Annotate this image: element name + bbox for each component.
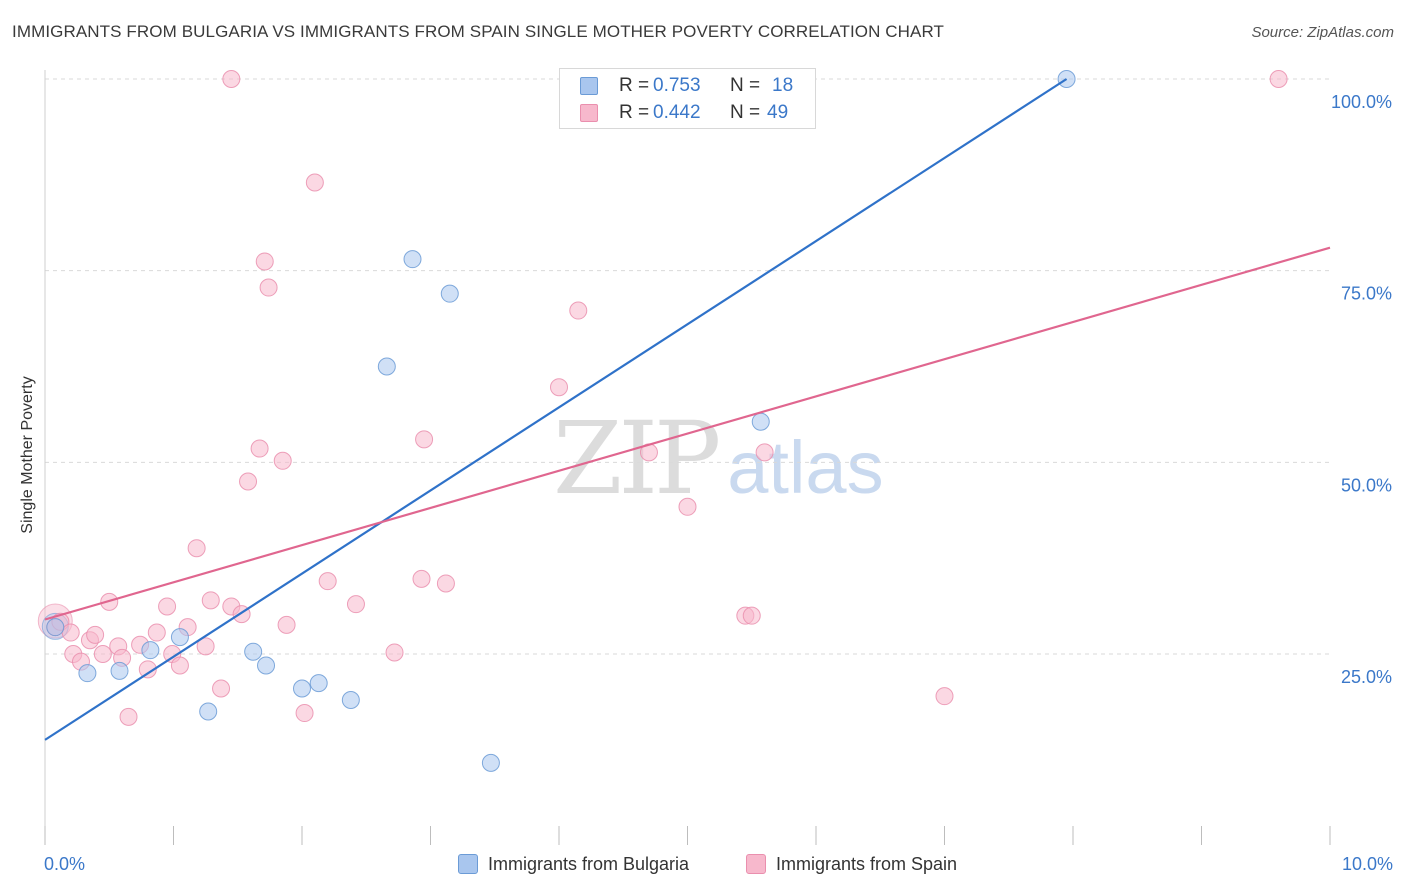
trend-layer (44, 78, 1331, 741)
legend-n-label: N = (730, 75, 761, 96)
spain-point-36 (412, 569, 431, 588)
spain-point-15 (158, 597, 177, 616)
grid-layer (45, 78, 1330, 655)
y-tick-label-100: 100.0% (1331, 92, 1392, 112)
watermark-zip: ZIP (553, 400, 721, 517)
legend-r-value-spain: 0.442 (653, 102, 701, 123)
spain-point-11 (119, 707, 138, 726)
x-tick-label-10: 10.0% (1342, 854, 1393, 874)
points-layer (37, 70, 1288, 772)
bulgaria-point-15 (751, 412, 770, 431)
spain-point-20 (196, 637, 215, 656)
bulgaria-point-1 (78, 664, 97, 683)
spain-point-26 (250, 439, 269, 458)
spain-point-25 (239, 472, 258, 491)
bulgaria-point-4 (170, 628, 189, 647)
bulgaria-point-14 (481, 753, 500, 772)
y-tick-label-50: 50.0% (1341, 475, 1392, 495)
legend-swatch-spain (580, 104, 598, 122)
source-credit: Source: ZipAtlas.com (1251, 24, 1394, 41)
series-legend-spain: Immigrants from Spain (746, 852, 957, 876)
spain-point-32 (305, 173, 324, 192)
spain-point-40 (569, 301, 588, 320)
bulgaria-point-13 (440, 284, 459, 303)
legend-swatch-bulgaria (580, 77, 598, 95)
spain-point-38 (436, 574, 455, 593)
series-swatch-bulgaria (458, 854, 478, 874)
bulgaria-point-6 (244, 642, 263, 661)
spain-point-33 (318, 572, 337, 591)
trendline-bulgaria (44, 78, 1068, 741)
bulgaria-point-10 (341, 691, 360, 709)
bulgaria-point-9 (309, 674, 328, 693)
tick-label-layer: 25.0% 50.0% 75.0% 100.0% 0.0% 10.0% (44, 92, 1393, 874)
bulgaria-point-7 (257, 656, 276, 675)
spain-point-13 (138, 660, 157, 679)
spain-point-35 (385, 643, 404, 662)
spain-point-19 (187, 539, 206, 558)
spain-point-34 (346, 595, 365, 614)
spain-point-44 (742, 606, 761, 625)
spain-point-27 (255, 252, 274, 271)
legend-r-value-bulgaria: 0.753 (653, 75, 701, 96)
bulgaria-point-5 (199, 702, 218, 721)
spain-point-28 (259, 278, 278, 297)
spain-point-47 (1269, 70, 1288, 88)
chart-title: IMMIGRANTS FROM BULGARIA VS IMMIGRANTS F… (12, 22, 945, 41)
spain-point-46 (935, 687, 954, 706)
watermark: ZIP atlas (553, 400, 884, 517)
bulgaria-point-3 (141, 641, 160, 660)
legend-r-label: R = (619, 75, 650, 96)
spain-point-14 (147, 623, 166, 642)
spain-point-37 (415, 430, 434, 449)
trendline-spain (44, 246, 1331, 621)
series-name-spain: Immigrants from Spain (776, 853, 958, 874)
spain-point-21 (201, 591, 220, 610)
series-legend-bulgaria: Immigrants from Bulgaria (458, 852, 689, 876)
bulgaria-point-0 (46, 618, 65, 637)
spain-point-7 (93, 645, 112, 663)
legend-n-value-bulgaria: 18 (772, 75, 794, 96)
spain-point-2 (61, 623, 80, 642)
series-swatch-spain (746, 854, 766, 874)
bulgaria-point-8 (293, 679, 311, 698)
stats-legend: R = 0.753 N = 18 R = 0.442 N = 49 (559, 68, 816, 129)
y-tick-label-25: 25.0% (1341, 667, 1392, 687)
bulgaria-point-2 (110, 661, 129, 680)
spain-point-39 (550, 378, 568, 397)
spain-point-6 (86, 625, 105, 644)
spain-point-30 (277, 615, 296, 634)
legend-n-value-spain: 49 (767, 102, 789, 123)
bulgaria-point-12 (403, 250, 422, 269)
watermark-atlas: atlas (727, 426, 884, 509)
legend-n-label: N = (730, 102, 761, 123)
x-tick-label-0: 0.0% (44, 854, 85, 874)
axis-layer (44, 70, 1331, 845)
bulgaria-point-11 (377, 357, 396, 376)
spain-point-31 (295, 704, 314, 723)
y-tick-label-75: 75.0% (1341, 284, 1392, 304)
legend-r-label: R = (619, 102, 650, 123)
series-name-bulgaria: Immigrants from Bulgaria (488, 853, 690, 874)
spain-point-17 (170, 656, 189, 675)
spain-point-45 (755, 443, 774, 462)
spain-point-29 (273, 451, 292, 470)
spain-point-48 (222, 70, 241, 88)
spain-point-22 (212, 679, 231, 698)
spain-point-42 (678, 497, 697, 516)
